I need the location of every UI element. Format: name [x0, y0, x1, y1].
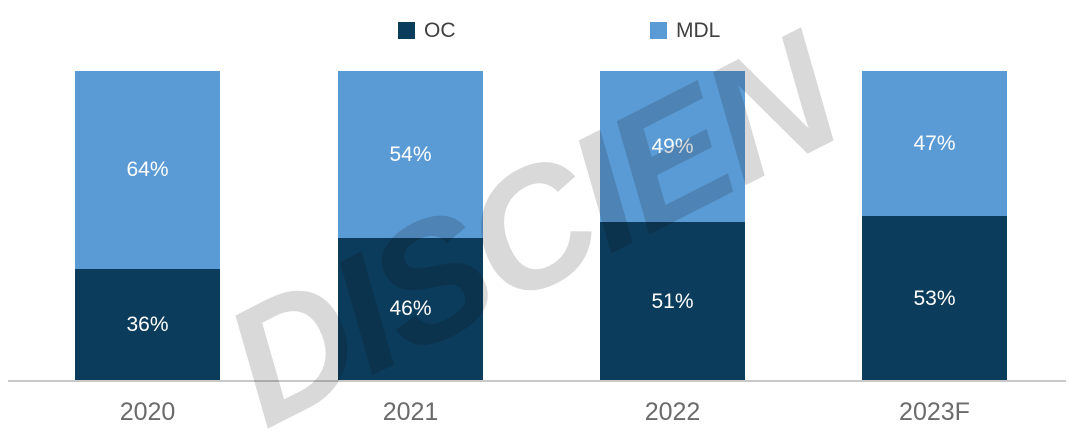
- category-label-2022: 2022: [644, 398, 701, 426]
- value-label-mdl-2020: 64%: [126, 158, 169, 182]
- x-axis-line: [8, 380, 1066, 382]
- segment-mdl-2022[interactable]: 49%: [600, 71, 745, 223]
- segment-oc-2022[interactable]: 51%: [600, 222, 745, 380]
- segment-mdl-2023F[interactable]: 47%: [862, 71, 1007, 217]
- segment-mdl-2020[interactable]: 64%: [75, 71, 220, 269]
- value-label-mdl-2023F: 47%: [913, 132, 956, 156]
- segment-mdl-2021[interactable]: 54%: [338, 71, 483, 238]
- segment-oc-2023F[interactable]: 53%: [862, 216, 1007, 380]
- value-label-oc-2023F: 53%: [913, 286, 956, 310]
- mdl-legend-label: MDL: [676, 19, 721, 42]
- segment-oc-2021[interactable]: 46%: [338, 237, 483, 380]
- legend-item-oc[interactable]: OC: [398, 20, 456, 41]
- category-label-2020: 2020: [119, 398, 176, 426]
- segment-oc-2020[interactable]: 36%: [75, 268, 220, 380]
- category-label-2021: 2021: [382, 398, 439, 426]
- legend-item-mdl[interactable]: MDL: [650, 20, 720, 41]
- category-label-2023F: 2023F: [899, 398, 970, 426]
- oc-legend-swatch-icon: [398, 22, 415, 39]
- value-label-oc-2021: 46%: [389, 297, 432, 321]
- bar-2020: 64% 36%: [75, 71, 220, 380]
- bar-2021: 54% 46%: [338, 71, 483, 380]
- value-label-mdl-2021: 54%: [389, 142, 432, 166]
- value-label-oc-2022: 51%: [651, 289, 694, 313]
- mdl-legend-swatch-icon: [650, 22, 667, 39]
- bar-2023F: 47% 53%: [862, 71, 1007, 380]
- value-label-mdl-2022: 49%: [651, 135, 694, 159]
- value-label-oc-2020: 36%: [126, 312, 169, 336]
- oc-legend-label: OC: [424, 19, 456, 42]
- bar-2022: 49% 51%: [600, 71, 745, 380]
